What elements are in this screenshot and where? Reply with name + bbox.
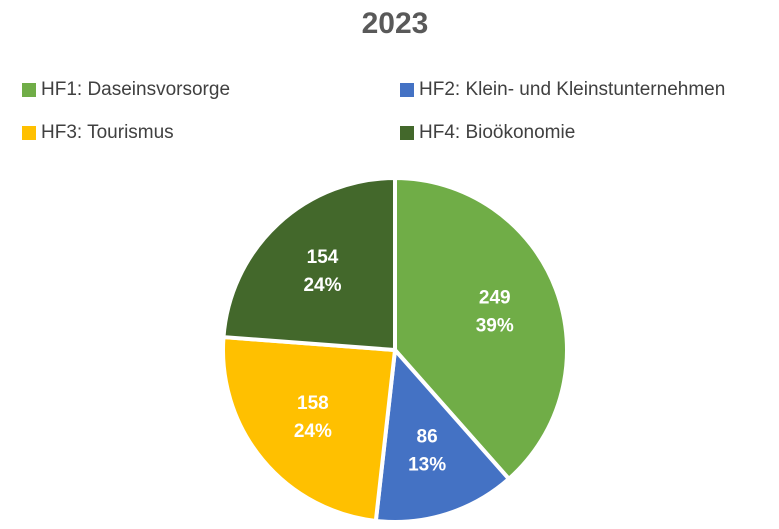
legend-label: HF4: Bioökonomie — [419, 122, 575, 143]
slice-percent: 24% — [294, 421, 332, 442]
slice-percent: 13% — [408, 455, 446, 476]
legend-label: HF3: Tourismus — [41, 122, 174, 143]
slice-percent: 24% — [303, 275, 341, 296]
pie-slice — [373, 348, 511, 524]
slice-percent: 39% — [476, 315, 514, 336]
legend-swatch — [22, 83, 36, 97]
pie-slice — [221, 176, 397, 352]
legend-swatch — [22, 126, 36, 140]
slice-value: 86 — [417, 427, 438, 448]
pie-slice — [221, 335, 397, 523]
chart-title: 2023 — [362, 7, 429, 40]
slice-value: 154 — [307, 247, 339, 268]
legend-label: HF1: Daseinsvorsorge — [41, 79, 230, 100]
legend-swatch — [400, 126, 414, 140]
legend-label: HF2: Klein- und Kleinstunternehmen — [419, 79, 725, 100]
legend-swatch — [400, 83, 414, 97]
slice-value: 249 — [479, 287, 511, 308]
pie-slice — [393, 176, 569, 481]
slice-value: 158 — [297, 393, 329, 414]
